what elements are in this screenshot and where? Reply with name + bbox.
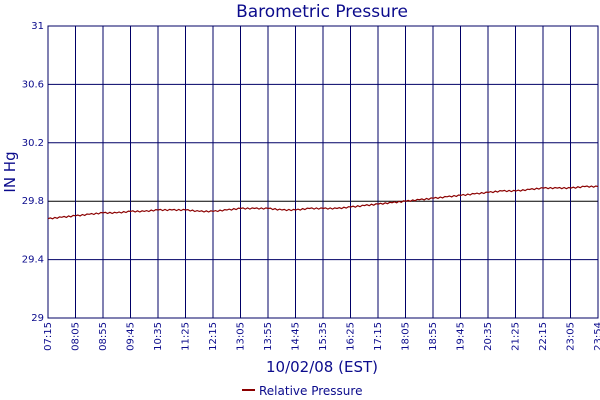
x-tick-label: 12:15	[208, 322, 219, 351]
x-tick-label: 23:54	[593, 322, 600, 351]
chart-title: Barometric Pressure	[236, 2, 408, 22]
grid	[48, 26, 598, 318]
series-line-relative-pressure	[47, 185, 599, 220]
x-tick-label: 09:45	[126, 322, 137, 351]
x-axis-title: 10/02/08 (EST)	[266, 358, 378, 376]
x-tick-label: 20:35	[483, 322, 494, 351]
x-tick-label: 08:55	[98, 322, 109, 351]
x-tick-label: 19:45	[456, 322, 467, 351]
legend-label: Relative Pressure	[259, 384, 362, 398]
x-tick-label: 13:55	[263, 322, 274, 351]
x-tick-label: 21:25	[511, 322, 522, 351]
y-tick-label: 30.6	[22, 79, 44, 90]
x-tick-label: 16:25	[346, 322, 357, 351]
y-tick-label: 31	[31, 21, 44, 32]
x-tick-label: 17:15	[373, 322, 384, 351]
y-axis-title: IN Hg	[1, 151, 19, 192]
x-tick-label: 22:15	[538, 322, 549, 351]
x-tick-label: 10:35	[153, 322, 164, 351]
legend: Relative Pressure	[242, 384, 362, 398]
y-tick-label: 29	[31, 313, 44, 324]
x-tick-label: 13:05	[236, 322, 247, 351]
x-tick-label: 15:35	[318, 322, 329, 351]
y-tick-label: 30.2	[22, 138, 44, 149]
x-tick-label: 14:45	[291, 322, 302, 351]
x-tick-labels: 07:15 08:05 08:55 09:45 10:35 11:25 12:15 13:05…	[43, 322, 600, 351]
y-tick-label: 29.8	[22, 196, 44, 207]
x-tick-label: 11:25	[181, 322, 192, 351]
x-tick-label: 08:05	[71, 322, 82, 351]
x-tick-label: 07:15	[43, 322, 54, 351]
y-tick-labels: 29 29.4 29.8 30.2 30.6 31	[22, 21, 44, 324]
x-tick-label: 18:55	[428, 322, 439, 351]
y-tick-label: 29.4	[22, 255, 44, 266]
plot-frame	[47, 25, 599, 319]
x-tick-label: 23:05	[566, 322, 577, 351]
x-tick-label: 18:05	[401, 322, 412, 351]
